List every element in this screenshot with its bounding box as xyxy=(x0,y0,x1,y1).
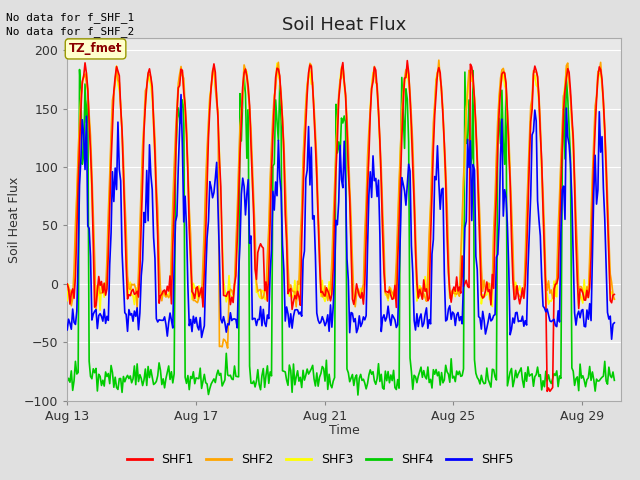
Title: Soil Heat Flux: Soil Heat Flux xyxy=(282,16,406,34)
Y-axis label: Soil Heat Flux: Soil Heat Flux xyxy=(8,177,21,263)
Text: No data for f_SHF_2: No data for f_SHF_2 xyxy=(6,26,134,37)
Text: No data for f_SHF_1: No data for f_SHF_1 xyxy=(6,12,134,23)
X-axis label: Time: Time xyxy=(328,424,360,437)
Text: TZ_fmet: TZ_fmet xyxy=(69,42,122,55)
Legend: SHF1, SHF2, SHF3, SHF4, SHF5: SHF1, SHF2, SHF3, SHF4, SHF5 xyxy=(122,448,518,471)
